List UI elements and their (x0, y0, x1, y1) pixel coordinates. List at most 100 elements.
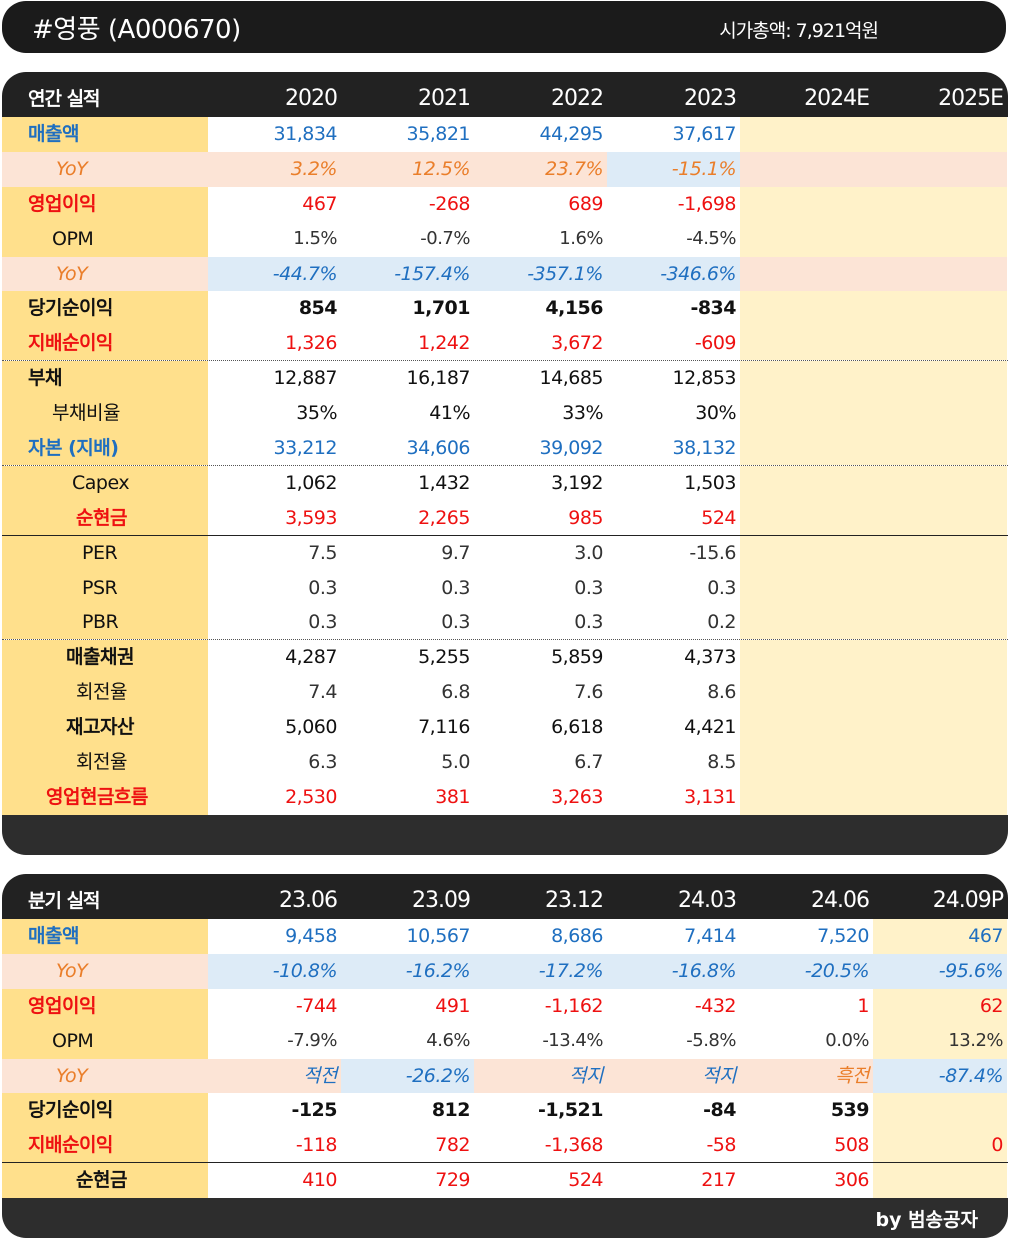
annual-cell (873, 221, 1007, 257)
annual-cell: 39,092 (474, 431, 607, 465)
annual-table-row: 부채비율 35% 41% 33% 30% (2, 396, 1008, 432)
annual-cell: 4,287 (208, 640, 341, 676)
quarterly-header-col: 24.09P (932, 888, 1004, 913)
annual-row-label: 매출채권 (2, 640, 208, 676)
annual-cell: -4.5% (607, 221, 740, 257)
annual-cell: 524 (607, 500, 740, 535)
annual-cell (873, 361, 1007, 397)
quarterly-cell: -16.8% (607, 953, 740, 989)
annual-row-label: 당기순이익 (2, 291, 208, 327)
annual-cell (740, 465, 873, 501)
annual-cell (873, 186, 1007, 222)
annual-header-label: 연간 실적 (28, 88, 101, 110)
annual-cell: -44.7% (208, 256, 341, 292)
annual-table-row: 회전율 7.4 6.8 7.6 8.6 (2, 675, 1008, 711)
quarterly-row-label: YoY (2, 953, 208, 989)
annual-cell: 30% (607, 396, 740, 432)
quarterly-cell: 467 (873, 919, 1007, 954)
quarterly-cell: 524 (474, 1163, 607, 1199)
annual-header-col: 2024E (804, 86, 870, 111)
quarterly-table-row: 당기순이익 -125 812 -1,521 -84 539 (2, 1093, 1008, 1129)
annual-cell (740, 396, 873, 432)
company-title: #영풍 (A000670) (32, 15, 241, 45)
annual-table-row: 매출액 31,834 35,821 44,295 37,617 (2, 117, 1008, 152)
annual-cell (740, 640, 873, 676)
quarterly-cell: -26.2% (341, 1058, 474, 1094)
annual-table-row: 부채 12,887 16,187 14,685 12,853 (2, 361, 1008, 397)
annual-row-label: PBR (2, 605, 208, 640)
annual-cell: -609 (607, 326, 740, 361)
annual-table-row: YoY -44.7% -157.4% -357.1% -346.6% (2, 256, 1008, 292)
annual-table-row: 영업이익 467 -268 689 -1,698 (2, 186, 1008, 222)
annual-row-label: 지배순이익 (2, 326, 208, 361)
annual-cell: 5.0 (341, 745, 474, 780)
quarterly-table-row: YoY 적전 -26.2% 적지 적지 흑전 -87.4% (2, 1058, 1008, 1094)
annual-cell (873, 535, 1007, 571)
annual-cell: 381 (341, 779, 474, 815)
annual-cell (740, 326, 873, 361)
quarterly-cell: 508 (740, 1128, 873, 1163)
annual-header-col: 2025E (938, 86, 1004, 111)
quarterly-header-label: 분기 실적 (28, 890, 101, 912)
annual-cell: 31,834 (208, 117, 341, 152)
quarterly-cell: -432 (607, 988, 740, 1024)
quarterly-cell: 217 (607, 1163, 740, 1199)
annual-cell (740, 500, 873, 535)
annual-table-row: YoY 3.2% 12.5% 23.7% -15.1% (2, 151, 1008, 187)
annual-table-row: OPM 1.5% -0.7% 1.6% -4.5% (2, 221, 1008, 257)
annual-cell: 33% (474, 396, 607, 432)
quarterly-cell: 적지 (474, 1058, 607, 1094)
quarterly-cell: -1,521 (474, 1093, 607, 1129)
annual-cell: 1.5% (208, 221, 341, 257)
quarterly-cell (873, 1163, 1007, 1199)
annual-cell: 3,192 (474, 465, 607, 501)
annual-cell: 1,326 (208, 326, 341, 361)
annual-results-table: 연간 실적 2020 2021 2022 2023 2024E 2025E 매출액 31,834… (2, 72, 1008, 855)
annual-cell: 3.2% (208, 151, 341, 187)
quarterly-cell: 10,567 (341, 919, 474, 954)
annual-cell: 4,156 (474, 291, 607, 327)
annual-cell (740, 361, 873, 397)
annual-cell: 689 (474, 186, 607, 222)
annual-cell: 34,606 (341, 431, 474, 465)
annual-table-row: 영업현금흐름 2,530 381 3,263 3,131 (2, 779, 1008, 815)
annual-cell (873, 396, 1007, 432)
quarterly-cell: 539 (740, 1093, 873, 1129)
annual-cell: 0.3 (208, 605, 341, 640)
quarterly-cell: -84 (607, 1093, 740, 1129)
annual-cell (740, 745, 873, 780)
quarterly-cell (873, 1093, 1007, 1129)
annual-cell (740, 605, 873, 640)
annual-cell: 854 (208, 291, 341, 327)
annual-cell: 41% (341, 396, 474, 432)
annual-cell (873, 117, 1007, 152)
author-credit: by 범송공자 (875, 1209, 978, 1232)
annual-cell (873, 675, 1007, 711)
annual-table-row: Capex 1,062 1,432 3,192 1,503 (2, 465, 1008, 501)
quarterly-cell: 13.2% (873, 1023, 1007, 1059)
quarterly-cell: -13.4% (474, 1023, 607, 1059)
quarterly-cell: 7,414 (607, 919, 740, 954)
annual-row-label: PSR (2, 570, 208, 606)
annual-cell (873, 256, 1007, 292)
annual-row-label: 매출액 (2, 117, 208, 152)
annual-table-row: 자본 (지배) 33,212 34,606 39,092 38,132 (2, 431, 1008, 466)
annual-cell (873, 465, 1007, 501)
annual-cell: 44,295 (474, 117, 607, 152)
quarterly-cell: -10.8% (208, 953, 341, 989)
annual-cell: 2,265 (341, 500, 474, 535)
quarterly-cell: 4.6% (341, 1023, 474, 1059)
annual-cell: 7.5 (208, 535, 341, 571)
annual-row-label: 재고자산 (2, 710, 208, 746)
quarterly-cell: 782 (341, 1128, 474, 1163)
annual-cell (873, 779, 1007, 815)
annual-row-label: OPM (2, 221, 208, 257)
quarterly-cell: 1 (740, 988, 873, 1024)
quarterly-cell: -5.8% (607, 1023, 740, 1059)
annual-cell (740, 570, 873, 606)
annual-cell: 35% (208, 396, 341, 432)
quarterly-header-col: 23.12 (545, 888, 604, 913)
annual-row-label: 회전율 (2, 745, 208, 780)
quarterly-cell: 8,686 (474, 919, 607, 954)
annual-row-label: 회전율 (2, 675, 208, 711)
